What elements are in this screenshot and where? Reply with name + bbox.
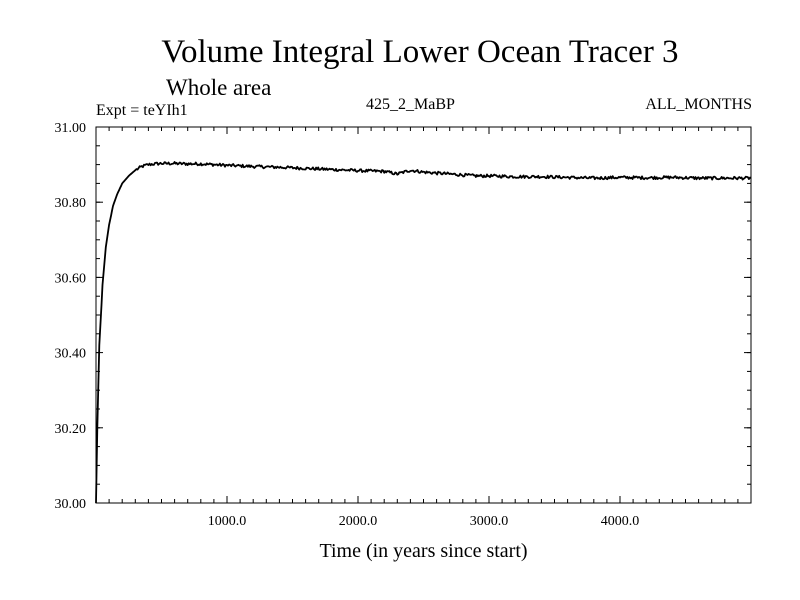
y-tick-label: 30.80 (55, 196, 87, 211)
chart-subtitle: Whole area (166, 75, 272, 100)
experiment-label: Expt = teYIh1 (96, 102, 188, 119)
run-label: 425_2_MaBP (366, 96, 455, 113)
x-tick-label: 1000.0 (208, 514, 247, 529)
plot-frame (95, 126, 752, 504)
y-tick-label: 31.00 (55, 121, 87, 136)
series-layer (95, 161, 752, 504)
y-tick-label: 30.00 (55, 497, 87, 512)
chart-title: Volume Integral Lower Ocean Tracer 3 (161, 34, 679, 70)
series-line-tracer (95, 161, 752, 504)
axis-tick-labels: 30.00 30.20 30.40 30.60 30.80 31.00 1000.0 2000… (55, 121, 640, 529)
x-tick-label: 2000.0 (339, 514, 378, 529)
x-tick-label: 3000.0 (470, 514, 509, 529)
x-axis-label: Time (in years since start) (319, 540, 528, 562)
y-tick-label: 30.60 (55, 271, 87, 286)
y-tick-label: 30.20 (55, 422, 87, 437)
x-tick-label: 4000.0 (601, 514, 640, 529)
axis-ticks (96, 126, 751, 504)
y-tick-label: 30.40 (55, 347, 87, 362)
months-label: ALL_MONTHS (645, 96, 752, 113)
